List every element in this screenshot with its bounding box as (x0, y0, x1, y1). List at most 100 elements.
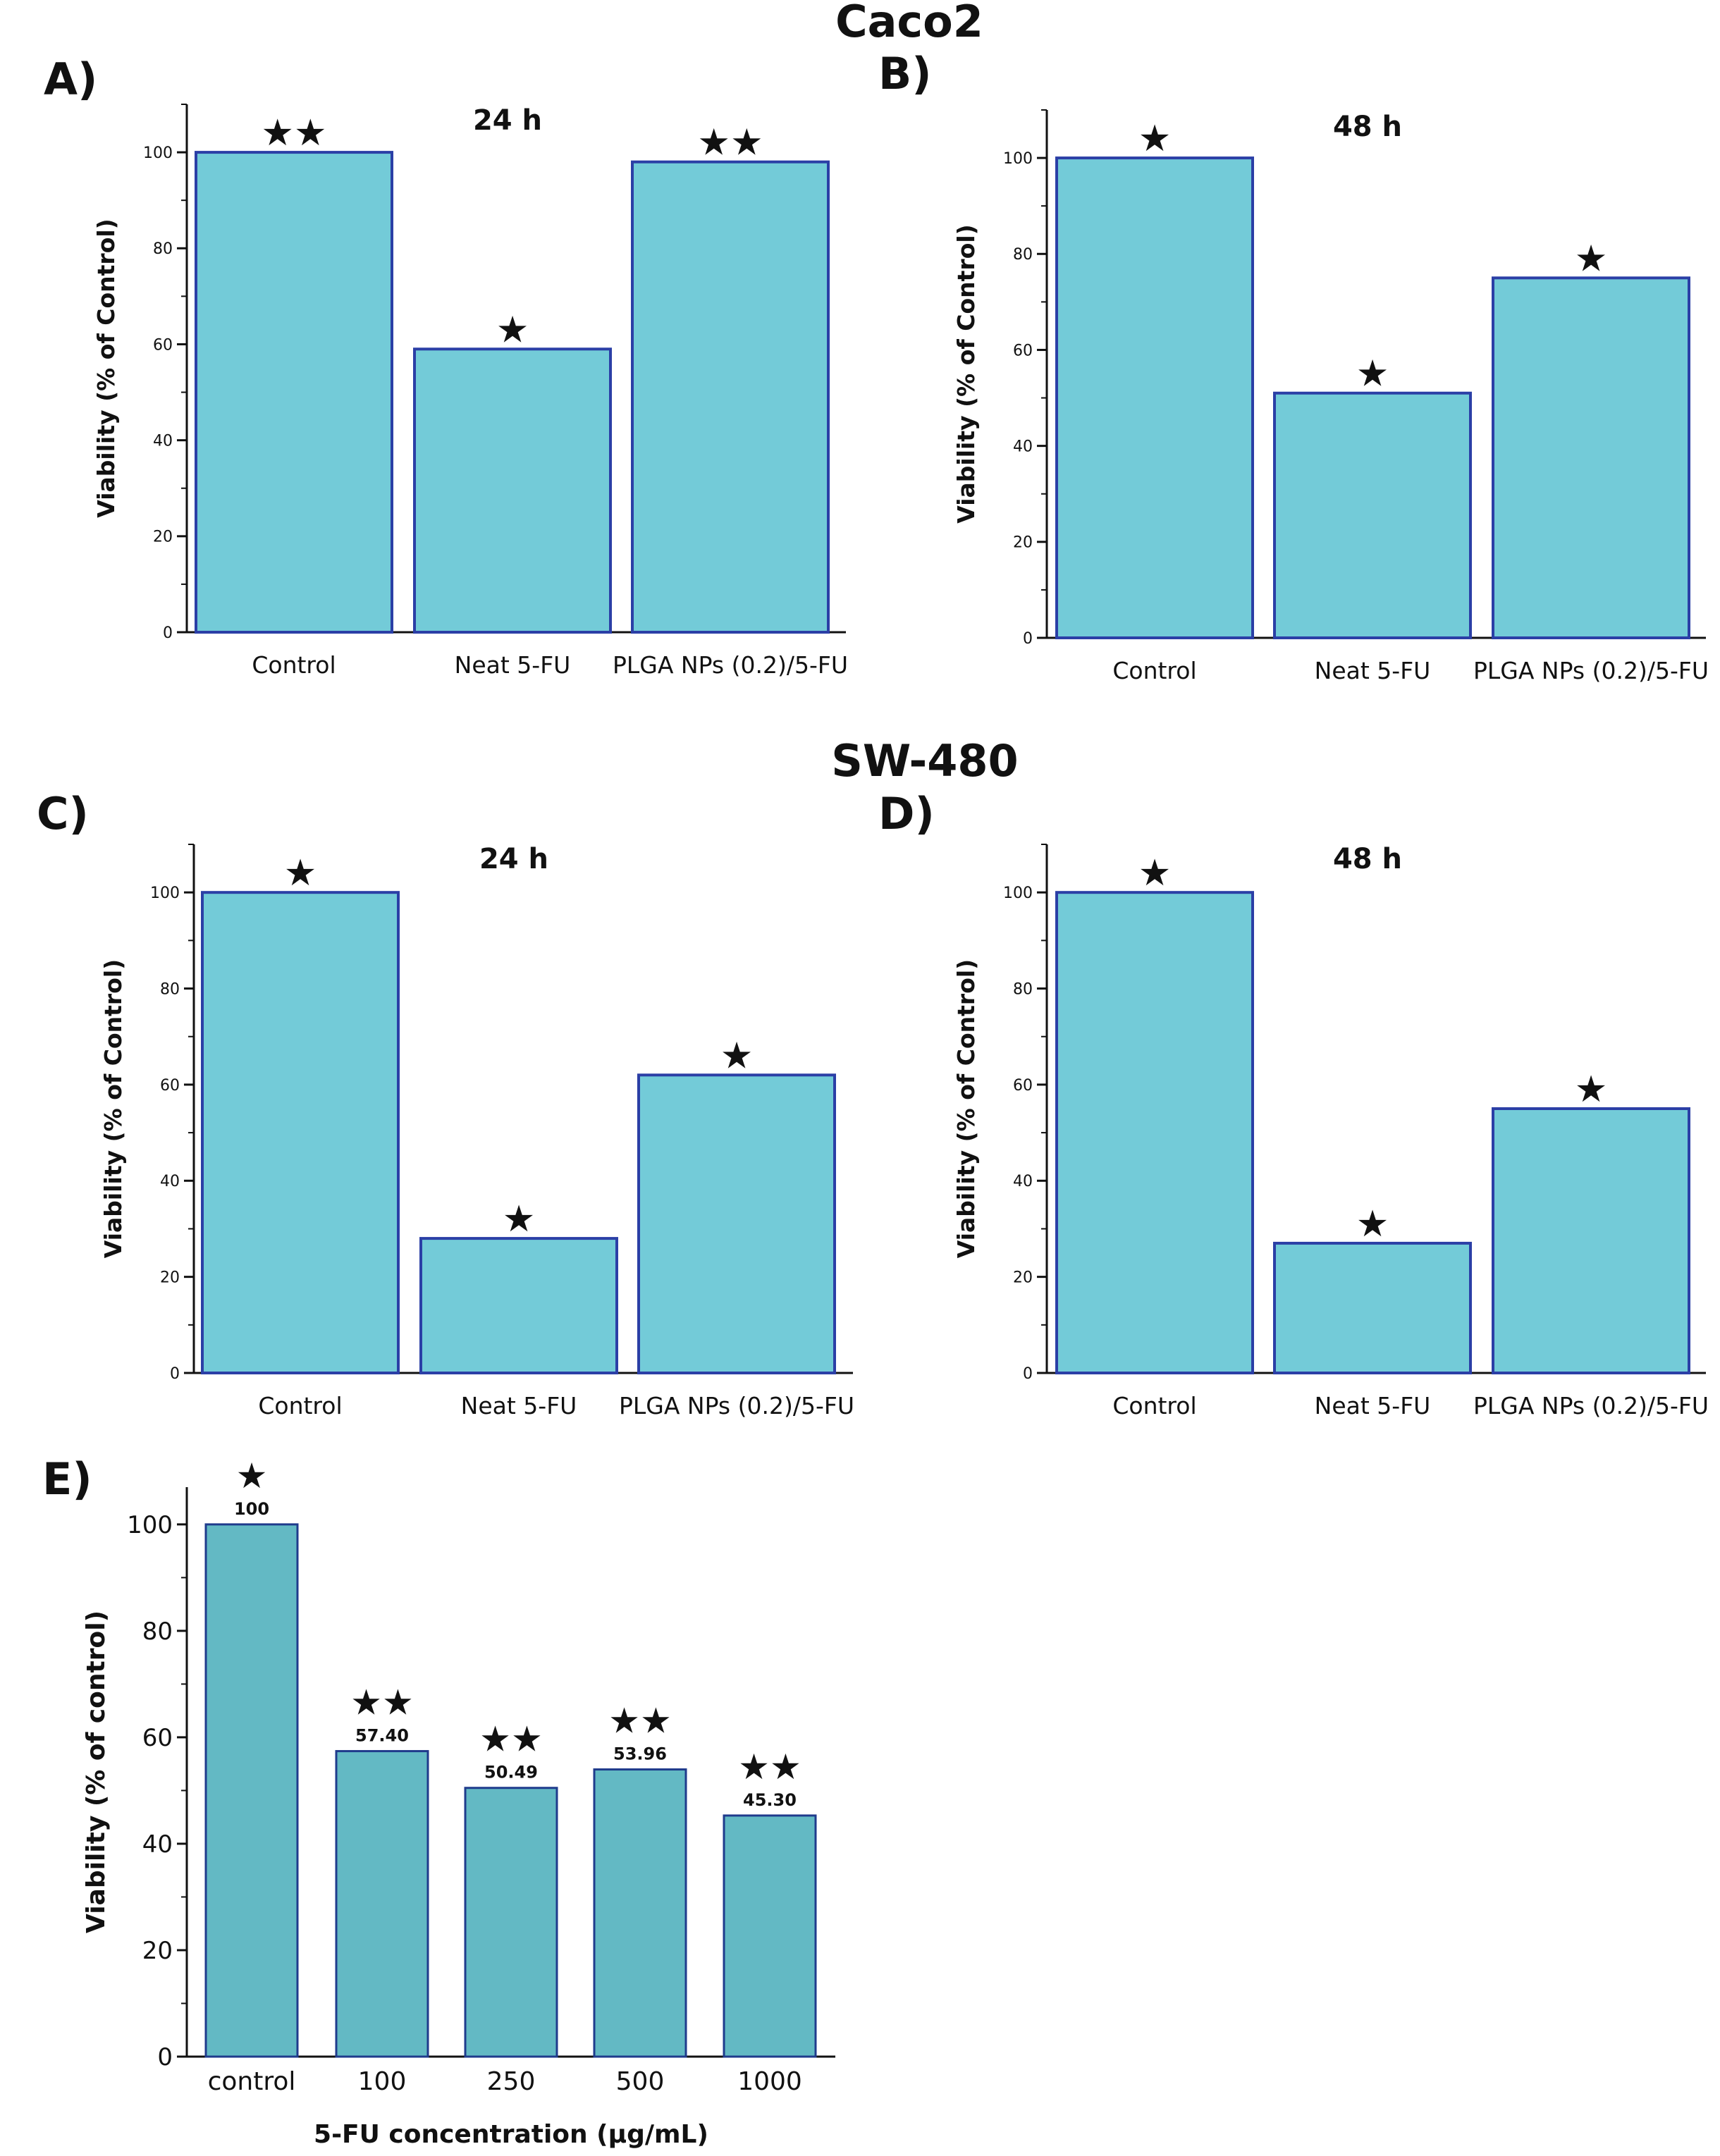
y-tick-label: 40 (160, 1173, 180, 1190)
x-tick-label: Control (1112, 1392, 1196, 1419)
significance-star: ★★ (350, 1682, 414, 1723)
x-tick-label: Control (258, 1392, 342, 1419)
y-tick-label: 60 (142, 1724, 173, 1752)
y-tick-label: 60 (1013, 342, 1033, 359)
y-tick-label: 40 (142, 1830, 173, 1859)
data-label: 50.49 (484, 1763, 538, 1782)
y-tick-label: 0 (163, 624, 173, 642)
panel-label: D) (878, 788, 935, 839)
x-tick-label: 500 (616, 2067, 665, 2096)
chart-title: 48 h (1333, 111, 1402, 143)
significance-star: ★ (1138, 118, 1172, 160)
y-tick-label: 40 (1013, 438, 1033, 456)
y-tick-label: 60 (160, 1077, 180, 1095)
y-tick-label: 80 (160, 980, 180, 998)
y-tick-label: 80 (153, 240, 173, 258)
x-tick-label: PLGA NPs (0.2)/5-FU (613, 651, 848, 679)
significance-star: ★ (496, 309, 529, 351)
chart-panel-2: B) 48 h 0 20 40 60 80 100 Viability (% of Contro… (878, 48, 1709, 684)
y-tick-label: 0 (1023, 1365, 1033, 1383)
y-axis-label: Viability (% of Control) (92, 218, 120, 518)
y-axis-label: Viability (% of Control) (99, 959, 127, 1259)
significance-star: ★ (720, 1035, 754, 1077)
y-tick-label: 80 (1013, 246, 1033, 264)
group-title-sw480: SW-480 (831, 735, 1018, 787)
bar-1 (204, 1523, 299, 2058)
x-tick-label: 250 (487, 2067, 536, 2096)
x-tick-label: Neat 5-FU (1315, 1392, 1431, 1419)
x-tick-label: Neat 5-FU (455, 651, 571, 679)
y-tick-label: 20 (142, 1937, 173, 1965)
bar-2 (1273, 1241, 1472, 1374)
y-tick-label: 100 (150, 885, 180, 902)
x-tick-label: PLGA NPs (0.2)/5-FU (1473, 657, 1709, 684)
significance-star: ★ (236, 1455, 268, 1496)
bar-1 (195, 151, 393, 634)
x-tick-label: 100 (358, 2067, 407, 2096)
bar-2 (419, 1237, 618, 1375)
y-tick-label: 0 (157, 2043, 173, 2071)
bar-2 (413, 347, 612, 634)
y-tick-label: 20 (1013, 1269, 1033, 1287)
y-axis-label: Viability (% of Control) (952, 959, 980, 1259)
bar-3 (637, 1073, 836, 1374)
y-tick-label: 40 (153, 433, 173, 450)
x-tick-label: Neat 5-FU (461, 1392, 577, 1419)
y-tick-label: 0 (1023, 630, 1033, 648)
x-tick-label: 1000 (737, 2067, 802, 2096)
group-title-caco2: Caco2 (835, 0, 983, 47)
x-tick-label: Control (1112, 657, 1196, 684)
significance-star: ★ (284, 852, 317, 894)
significance-star: ★ (1138, 852, 1172, 894)
bar-3 (1492, 1107, 1690, 1374)
y-tick-label: 80 (1013, 980, 1033, 998)
x-tick-label: Neat 5-FU (1315, 657, 1431, 684)
data-label: 45.30 (743, 1790, 797, 1810)
bar-1 (201, 891, 400, 1374)
y-axis-label: Viability (% of control) (82, 1610, 111, 1933)
y-tick-label: 60 (1013, 1077, 1033, 1095)
chart-title: 48 h (1333, 843, 1402, 875)
chart-panel-3: C) 24 h 0 20 40 60 80 100 Viability (% of Contro… (37, 788, 854, 1419)
x-tick-label: PLGA NPs (0.2)/5-FU (1473, 1392, 1709, 1419)
significance-star: ★★ (608, 1701, 672, 1742)
bar-2 (1273, 391, 1472, 640)
data-label: 53.96 (613, 1744, 667, 1764)
bar-3 (1492, 276, 1690, 639)
bar-2 (335, 1750, 429, 2058)
significance-star: ★ (1356, 1203, 1389, 1245)
y-tick-label: 20 (153, 529, 173, 546)
panel-label: A) (44, 54, 97, 105)
chart-title: 24 h (479, 843, 548, 875)
y-axis-label: Viability (% of Control) (952, 224, 980, 524)
significance-star: ★★ (479, 1719, 543, 1760)
panel-label: C) (37, 788, 89, 839)
y-tick-label: 20 (1013, 534, 1033, 552)
significance-star: ★ (503, 1198, 536, 1240)
x-tick-label: Control (252, 651, 336, 679)
x-axis-label: 5-FU concentration (µg/mL) (314, 2120, 708, 2149)
x-tick-label: PLGA NPs (0.2)/5-FU (619, 1392, 854, 1419)
significance-star: ★★ (697, 122, 763, 164)
x-tick-label: control (208, 2067, 296, 2096)
y-tick-label: 100 (127, 1511, 173, 1539)
panel-label: E) (42, 1453, 92, 1505)
y-tick-label: 100 (1003, 885, 1033, 902)
bar-3 (464, 1787, 558, 2058)
bar-1 (1055, 156, 1254, 640)
y-tick-label: 100 (143, 144, 173, 162)
y-tick-label: 100 (1003, 150, 1033, 168)
chart-panel-4: D) 48 h 0 20 40 60 80 100 Viability (% of Contro… (878, 788, 1709, 1419)
significance-star: ★★ (261, 112, 326, 154)
significance-star: ★ (1575, 1068, 1608, 1111)
bar-1 (1055, 891, 1254, 1374)
y-tick-label: 80 (142, 1618, 173, 1646)
y-tick-label: 20 (160, 1269, 180, 1287)
significance-star: ★ (1356, 353, 1389, 395)
bar-4 (593, 1768, 687, 2058)
bar-3 (631, 160, 830, 634)
chart-panel-5: E) 0 20 40 60 80 100 Viability (% of control) 5-… (42, 1453, 835, 2149)
y-tick-label: 0 (170, 1365, 180, 1383)
bar-5 (723, 1814, 817, 2058)
